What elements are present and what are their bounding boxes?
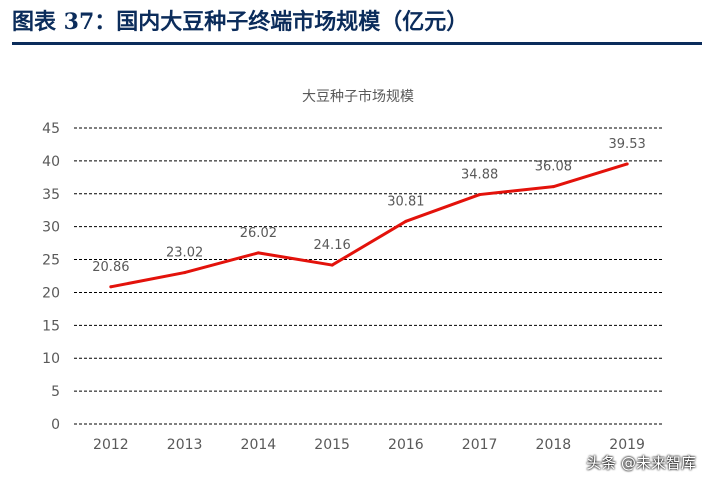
gridlines bbox=[74, 127, 664, 425]
data-point bbox=[256, 251, 260, 255]
series-group bbox=[109, 162, 629, 289]
x-tick-label: 2019 bbox=[609, 437, 645, 453]
watermark: 头条 @未来智库 bbox=[586, 454, 696, 472]
y-tick-label: 25 bbox=[42, 253, 60, 269]
figure-title: 图表 37：国内大豆种子终端市场规模（亿元） bbox=[12, 9, 469, 35]
x-axis-ticks: 2012 2013 2014 2015 2016 2017 2018 2019 bbox=[93, 437, 645, 453]
data-point bbox=[625, 162, 629, 166]
y-tick-label: 30 bbox=[42, 220, 60, 236]
y-tick-label: 40 bbox=[42, 154, 60, 170]
line-chart: 大豆种子市场规模 0 5 10 15 20 25 30 35 40 45 2012 2013 2014… bbox=[42, 88, 664, 453]
x-tick-label: 2017 bbox=[462, 437, 498, 453]
data-label: 36.08 bbox=[535, 160, 572, 175]
data-label: 26.02 bbox=[240, 226, 277, 241]
title-underline bbox=[12, 42, 702, 45]
data-label: 24.16 bbox=[314, 238, 351, 253]
data-point bbox=[478, 193, 482, 197]
y-tick-label: 15 bbox=[42, 318, 60, 334]
y-tick-label: 0 bbox=[51, 417, 60, 433]
data-point bbox=[404, 219, 408, 223]
data-point bbox=[551, 185, 555, 189]
data-point bbox=[330, 263, 334, 267]
data-label: 23.02 bbox=[166, 246, 203, 261]
y-tick-label: 20 bbox=[42, 285, 60, 301]
x-tick-label: 2013 bbox=[167, 437, 203, 453]
chart-title: 大豆种子市场规模 bbox=[302, 88, 414, 105]
y-tick-label: 5 bbox=[51, 384, 60, 400]
series-line bbox=[109, 162, 629, 289]
x-tick-label: 2015 bbox=[314, 437, 350, 453]
y-tick-label: 35 bbox=[42, 187, 60, 203]
x-tick-label: 2012 bbox=[93, 437, 129, 453]
x-tick-label: 2014 bbox=[241, 437, 277, 453]
figure-header: 图表 37：国内大豆种子终端市场规模（亿元） bbox=[0, 0, 706, 48]
y-tick-label: 45 bbox=[42, 121, 60, 137]
data-labels: 20.86 23.02 26.02 24.16 30.81 34.88 36.08 39.53 bbox=[92, 137, 645, 275]
data-label: 30.81 bbox=[387, 194, 424, 209]
x-tick-label: 2018 bbox=[536, 437, 572, 453]
data-label: 39.53 bbox=[609, 137, 646, 152]
data-point bbox=[183, 271, 187, 275]
data-label: 20.86 bbox=[92, 260, 129, 275]
y-tick-label: 10 bbox=[42, 351, 60, 367]
x-tick-label: 2016 bbox=[388, 437, 424, 453]
y-axis-ticks: 0 5 10 15 20 25 30 35 40 45 bbox=[42, 121, 60, 433]
data-point bbox=[109, 285, 113, 289]
data-label: 34.88 bbox=[461, 168, 498, 183]
